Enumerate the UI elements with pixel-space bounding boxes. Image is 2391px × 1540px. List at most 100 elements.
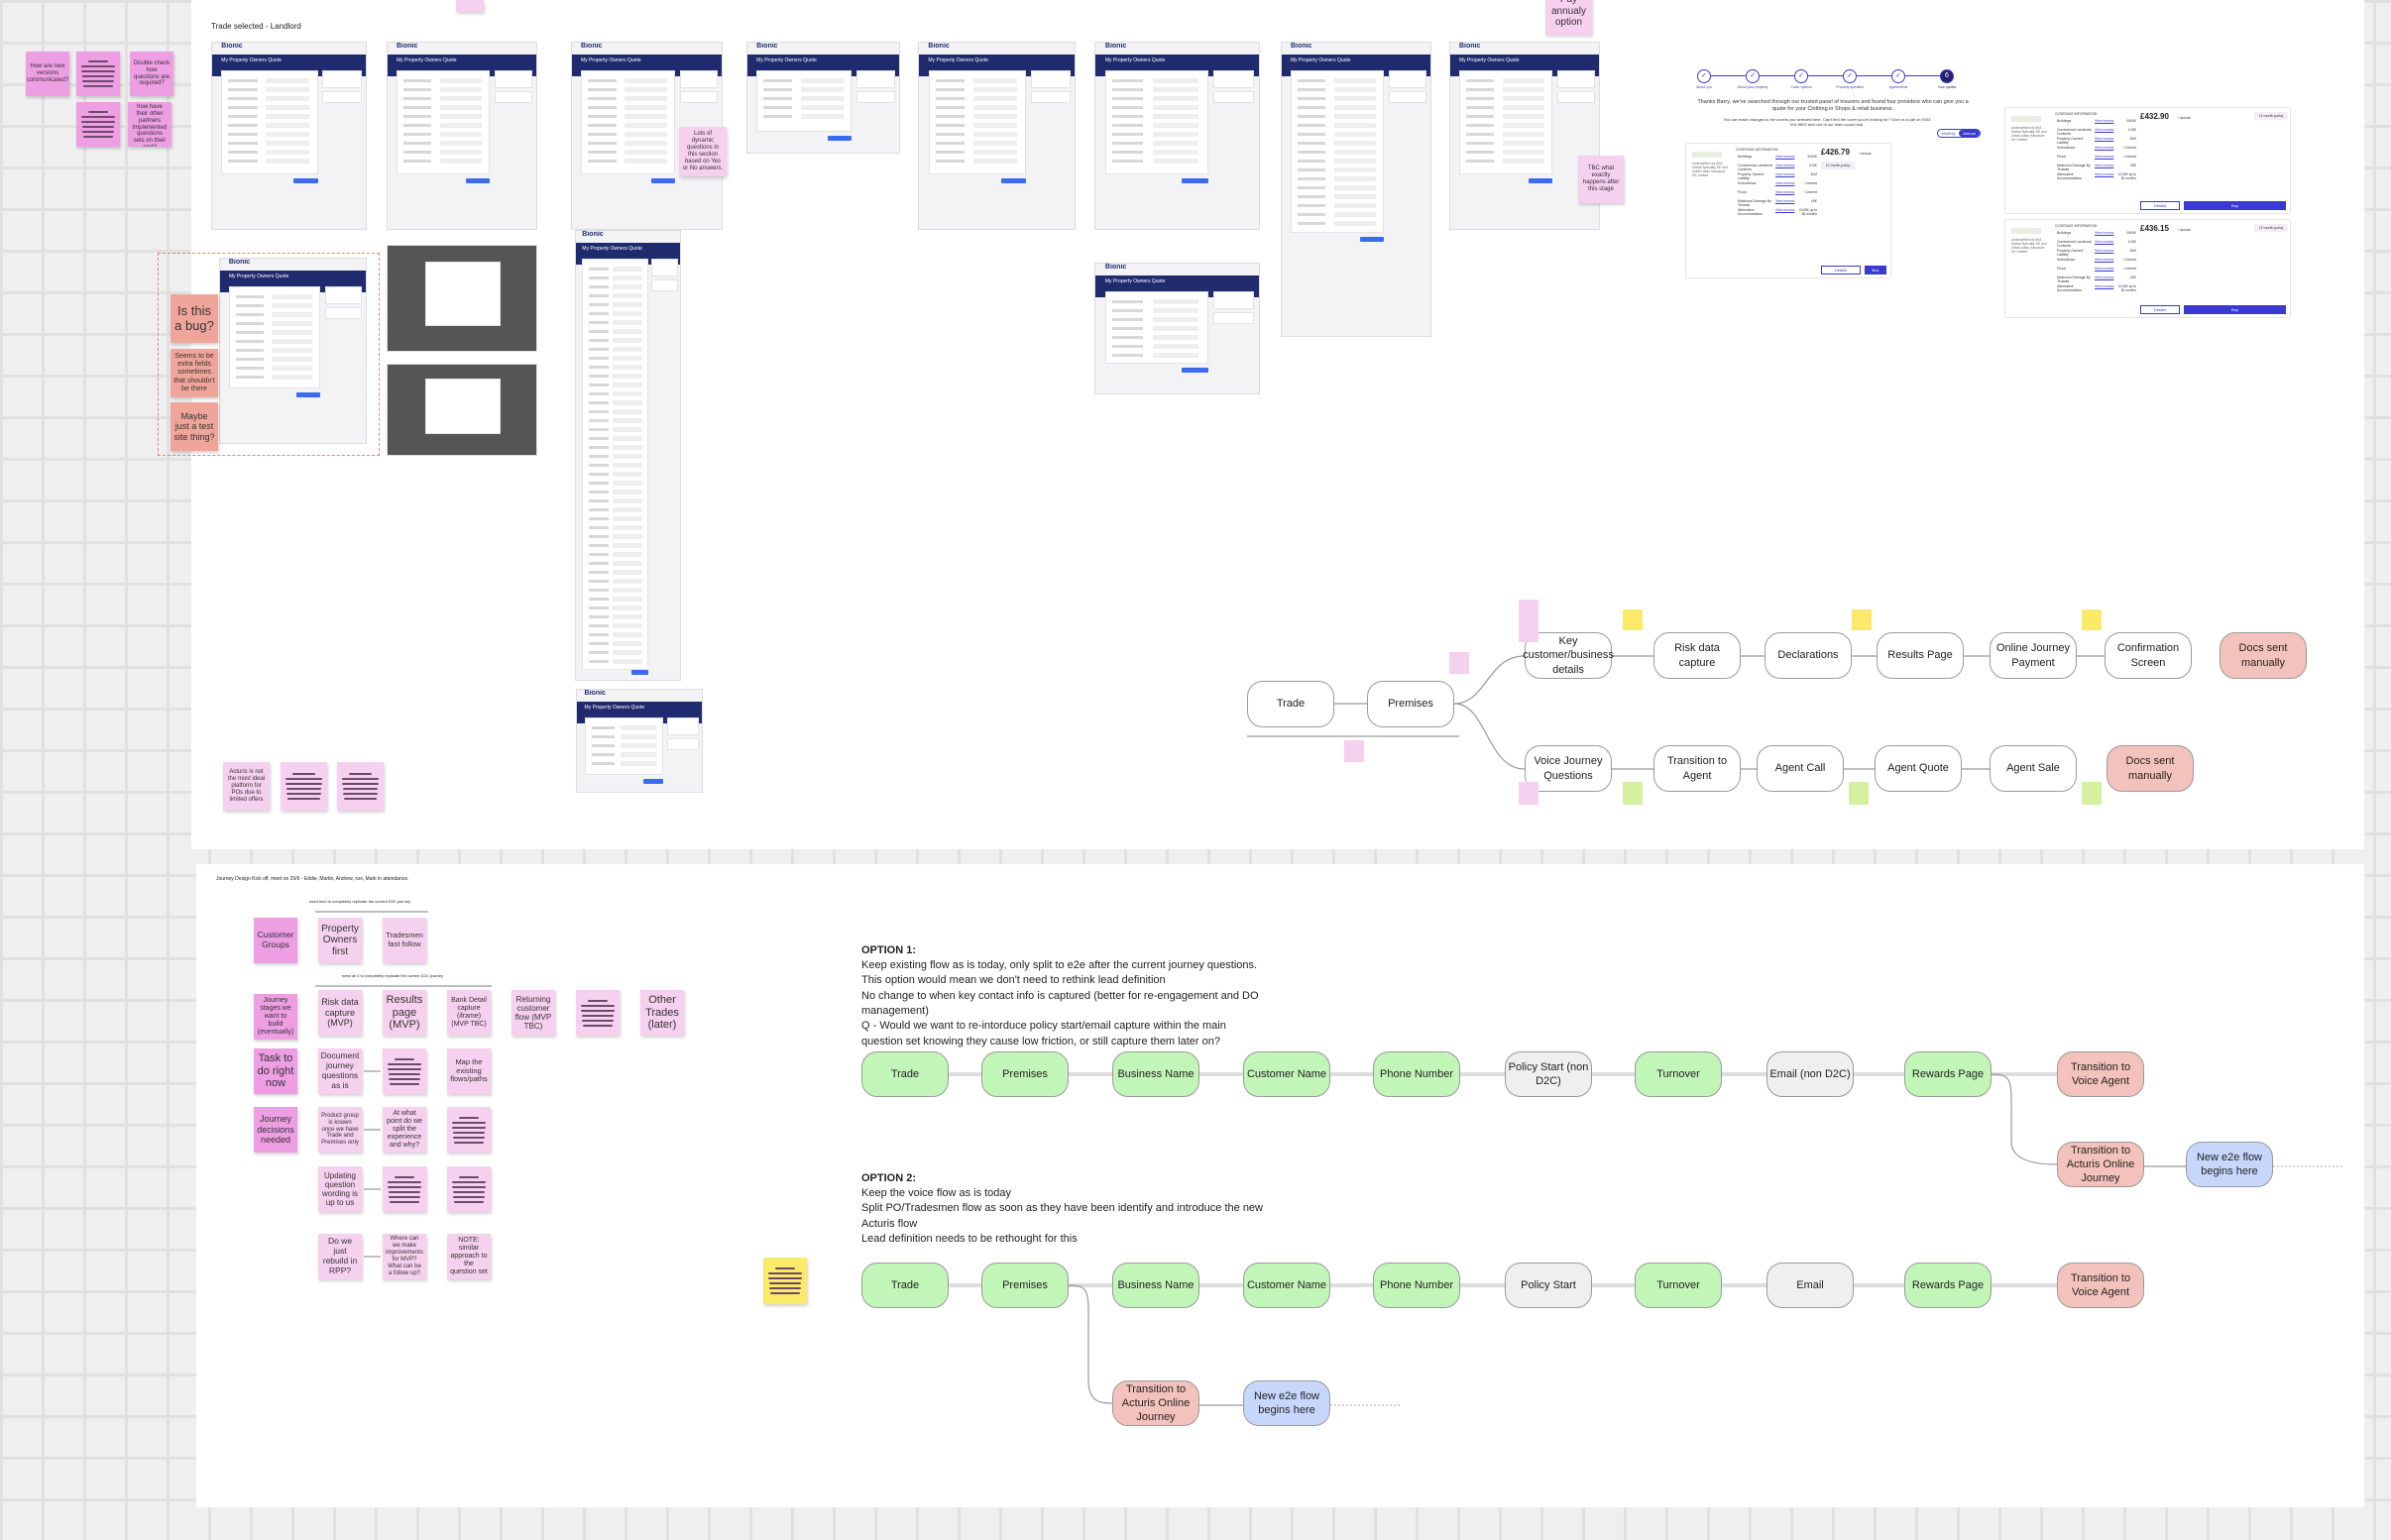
sticky-dynamic[interactable]: Lots of dynamic questions in this sectio… xyxy=(679,127,727,176)
sticky-note[interactable] xyxy=(383,1048,426,1094)
screen-mockup[interactable]: Bionic My Property Owners Quote xyxy=(387,42,537,230)
view-excess-link[interactable]: View excess xyxy=(2095,258,2114,262)
view-excess-link[interactable]: View excess xyxy=(1775,208,1795,212)
flow-node[interactable]: Agent Quote xyxy=(1875,745,1962,792)
sticky-note[interactable]: Updating question wording is up to us xyxy=(318,1166,362,1212)
continue-button[interactable] xyxy=(630,670,648,675)
flow-node[interactable]: Phone Number xyxy=(1373,1051,1460,1097)
continue-button[interactable] xyxy=(650,177,676,183)
flow-node[interactable]: Agent Call xyxy=(1757,745,1844,792)
sticky-note[interactable]: How are new versions communicated? xyxy=(26,52,69,96)
view-excess-link[interactable]: View excess xyxy=(2095,146,2114,150)
screen-mockup[interactable]: Bionic My Property Owners Quote xyxy=(211,42,367,230)
sticky-tbc[interactable]: TBC what exactly happens after this stag… xyxy=(1578,156,1624,203)
flow-node[interactable]: Transition to Agent xyxy=(1653,745,1741,792)
screen-mockup[interactable]: Bionic My Property Owners Quote xyxy=(746,42,900,154)
flow-node[interactable]: Trade xyxy=(861,1051,949,1097)
flow-node[interactable]: New e2e flow begins here xyxy=(2186,1142,2273,1187)
view-excess-link[interactable]: View excess xyxy=(1775,190,1795,194)
view-excess-link[interactable]: View excess xyxy=(2095,240,2114,244)
screen-mockup[interactable]: Bionic My Property Owners Quote xyxy=(1094,42,1260,230)
continue-button[interactable] xyxy=(466,177,491,183)
buy-button[interactable]: Buy xyxy=(1865,266,1886,275)
flow-node[interactable]: Online Journey Payment xyxy=(1990,632,2077,679)
view-excess-link[interactable]: View excess xyxy=(2095,275,2114,279)
flow-node[interactable]: Trade xyxy=(861,1263,949,1308)
marker-sticky[interactable] xyxy=(1344,740,1364,762)
flow-node[interactable]: Declarations xyxy=(1765,632,1852,679)
flow-node[interactable]: Risk data capture xyxy=(1653,632,1741,679)
continue-button[interactable] xyxy=(1360,236,1385,242)
marker-sticky[interactable] xyxy=(1519,600,1538,642)
flow-node[interactable]: Policy Start (non D2C) xyxy=(1505,1051,1592,1097)
continue-button[interactable] xyxy=(292,177,318,183)
view-excess-link[interactable]: View excess xyxy=(2095,249,2114,253)
sticky-note[interactable]: Journey decisions needed xyxy=(254,1107,297,1153)
flow-node[interactable]: Agent Sale xyxy=(1990,745,2077,792)
sticky-note[interactable] xyxy=(76,102,120,147)
flow-node[interactable]: Customer Name xyxy=(1243,1051,1330,1097)
continue-button[interactable] xyxy=(1181,368,1208,374)
sticky-note[interactable]: Property Owners first xyxy=(318,918,362,963)
flow-node[interactable]: Policy Start xyxy=(1505,1263,1592,1308)
screen-mockup[interactable]: Bionic My Property Owners Quote xyxy=(219,258,367,444)
screen-mockup[interactable]: Bionic My Property Owners Quote xyxy=(1449,42,1600,230)
sticky-note[interactable]: Other Trades (later) xyxy=(640,990,684,1036)
sticky-note[interactable] xyxy=(447,1107,491,1153)
view-excess-link[interactable]: View excess xyxy=(2095,267,2114,271)
continue-button[interactable] xyxy=(1181,177,1208,183)
sticky-annual[interactable]: Pay annualy option xyxy=(1545,0,1592,35)
sticky-test-site[interactable]: Maybe just a test site thing? xyxy=(171,402,218,451)
step-circle[interactable]: ✓ xyxy=(1843,69,1857,83)
sticky-note[interactable]: Journey stages we want to build (eventua… xyxy=(254,994,297,1040)
sticky-acturis[interactable]: Acturis is not the most ideal platform f… xyxy=(223,762,270,811)
sticky-note[interactable]: Document journey questions as is xyxy=(318,1048,362,1094)
sticky-note[interactable]: Double check how questions are required? xyxy=(130,52,173,96)
sticky-note[interactable] xyxy=(383,1166,426,1212)
view-excess-link[interactable]: View excess xyxy=(1775,172,1795,176)
view-excess-link[interactable]: View excess xyxy=(2095,137,2114,141)
modal-screen-mockup[interactable] xyxy=(387,245,537,352)
buy-button[interactable]: Buy xyxy=(2184,201,2286,210)
sticky-note[interactable] xyxy=(763,1258,807,1304)
continue-button[interactable] xyxy=(827,136,853,142)
flow-node[interactable]: Rewards Page xyxy=(1904,1263,1992,1308)
marker-sticky[interactable] xyxy=(2082,609,2102,630)
sticky-note[interactable]: Map the existing flows/paths xyxy=(447,1048,491,1094)
flow-node[interactable]: Transition to Acturis Online Journey xyxy=(1112,1380,1199,1426)
flow-node[interactable]: Results Page xyxy=(1877,632,1964,679)
marker-sticky[interactable] xyxy=(1623,782,1643,805)
marker-sticky[interactable] xyxy=(2082,782,2102,805)
view-excess-link[interactable]: View excess xyxy=(2095,128,2114,132)
sticky-bug[interactable]: Is this a bug? xyxy=(171,294,218,343)
results-page-mockup[interactable]: ✓ About you ✓ About your property ✓ Cover opt… xyxy=(1683,61,1983,280)
screen-mockup[interactable]: Bionic My Property Owners Quote xyxy=(576,689,703,793)
flow-node[interactable]: Trade xyxy=(1247,681,1334,727)
toggle-monthly[interactable]: Monthly xyxy=(1941,131,1956,136)
flow-node[interactable]: Turnover xyxy=(1635,1051,1722,1097)
sticky-note[interactable] xyxy=(576,990,620,1036)
modal-screen-mockup[interactable] xyxy=(387,364,537,456)
view-excess-link[interactable]: View excess xyxy=(1775,164,1795,167)
screen-mockup[interactable]: Bionic My Property Owners Quote xyxy=(1094,263,1260,394)
screen-mockup[interactable]: Bionic My Property Owners Quote xyxy=(918,42,1076,230)
sticky-note[interactable]: Tradesmen fast follow xyxy=(383,918,426,963)
sticky-note[interactable]: NOTE: similar approach to the question s… xyxy=(447,1234,491,1279)
flow-node[interactable]: Transition to Voice Agent xyxy=(2057,1051,2144,1097)
step-circle[interactable]: ✓ xyxy=(1891,69,1905,83)
continue-button[interactable] xyxy=(1000,177,1027,183)
view-excess-link[interactable]: View excess xyxy=(2095,231,2114,235)
flow-node[interactable]: Business Name xyxy=(1112,1263,1199,1308)
view-excess-link[interactable]: View excess xyxy=(1775,199,1795,203)
details-button[interactable]: Details xyxy=(2140,305,2180,314)
billing-toggle[interactable]: Monthly Annual xyxy=(1937,129,1981,138)
flow-node[interactable]: Business Name xyxy=(1112,1051,1199,1097)
flow-node[interactable]: Turnover xyxy=(1635,1263,1722,1308)
step-circle[interactable]: ✓ xyxy=(1746,69,1760,83)
continue-button[interactable] xyxy=(642,778,664,784)
sticky-note[interactable]: Risk data capture (MVP) xyxy=(318,990,362,1036)
flow-node[interactable]: Rewards Page xyxy=(1904,1051,1992,1097)
marker-sticky[interactable] xyxy=(1849,782,1869,805)
sticky-note[interactable]: Product group is known once we have Trad… xyxy=(318,1107,362,1153)
buy-button[interactable]: Buy xyxy=(2184,305,2286,314)
